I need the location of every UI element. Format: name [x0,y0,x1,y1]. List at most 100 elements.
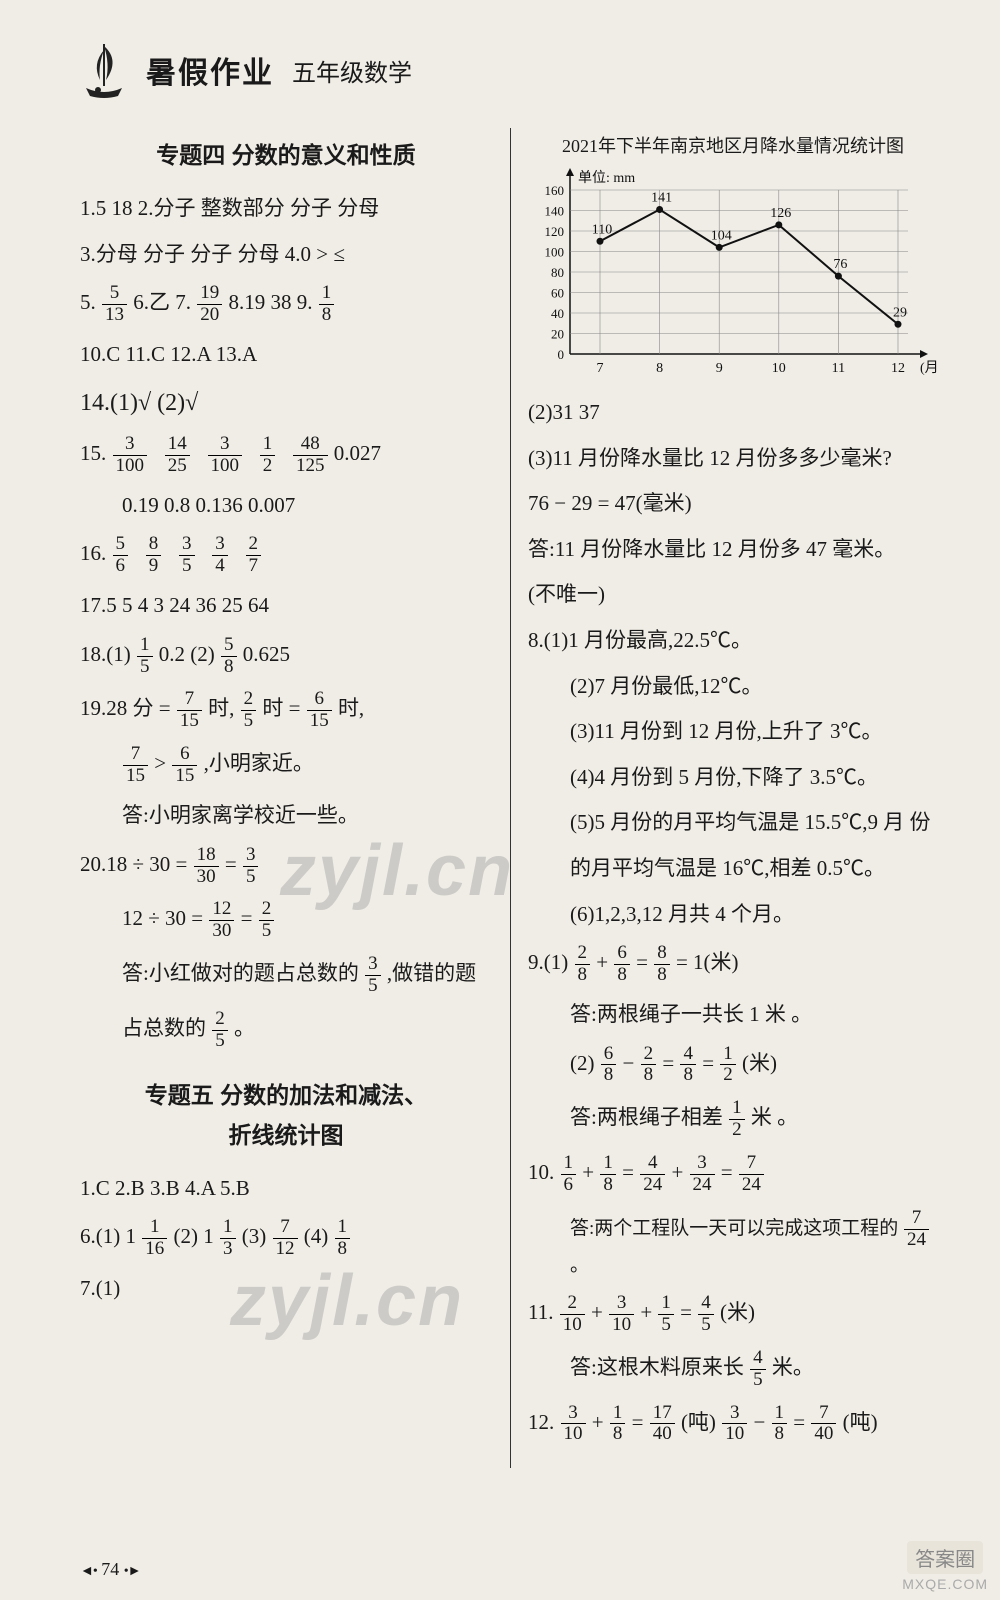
t: ,做错的题 [387,961,476,985]
t: + [592,1410,609,1434]
t: = [622,1160,639,1184]
frac: 724 [904,1208,929,1251]
frac: 210 [560,1293,585,1336]
frac: 18 [772,1403,788,1446]
r-q10: 10. 16 + 18 = 424 + 324 = 724 [528,1153,940,1196]
t: 11. [528,1300,553,1324]
s4-line18: 18.(1) 15 0.2 (2) 58 0.625 [80,635,492,678]
page-header: 暑假作业 五年级数学 [80,40,940,100]
r-l3b: 76 − 29 = 47(毫米) [528,487,940,521]
left-column: 专题四 分数的意义和性质 1.5 18 2.分子 整数部分 分子 分母 3.分母… [80,128,510,1508]
t: 0.027 [334,441,381,465]
frac: 13 [220,1217,236,1260]
t: 0.625 [243,642,290,666]
frac: 715 [177,689,202,732]
t: 10. [528,1160,554,1184]
t: + [640,1300,657,1324]
frac: 740 [811,1403,836,1446]
s4-line20ans2: 占总数的 25 。 [80,1009,492,1052]
t: 15. [80,441,106,465]
s4-line20b: 12 ÷ 30 = 1230 = 25 [80,899,492,942]
frac: 18 [600,1153,616,1196]
chart-title: 2021年下半年南京地区月降水量情况统计图 [528,132,938,158]
svg-text:40: 40 [551,306,564,321]
t: + [671,1160,688,1184]
r-l8c: (3)11 月份到 12 月份,上升了 3℃。 [528,715,940,749]
frac: 324 [690,1153,715,1196]
frac: 712 [273,1217,298,1260]
t: 12 ÷ 30 = [122,907,208,931]
frac: 12 [260,434,276,477]
frac: 68 [601,1044,617,1087]
svg-text:60: 60 [551,286,564,301]
svg-text:8: 8 [656,361,663,376]
svg-text:11: 11 [832,361,845,376]
frac: 28 [641,1044,657,1087]
badge-url: MXQE.COM [902,1576,988,1592]
frac: 35 [365,954,381,997]
section4-title: 专题四 分数的意义和性质 [80,136,492,170]
frac: 88 [654,943,670,986]
frac: 35 [179,534,195,577]
frac: 1230 [209,899,234,942]
frac: 724 [739,1153,764,1196]
t: = [225,852,242,876]
t: (3) [242,1225,267,1249]
frac: 48125 [293,434,328,477]
frac: 18 [319,283,335,326]
title-sub: 五年级数学 [292,53,412,88]
frac: 35 [243,845,259,888]
s4-line10: 10.C 11.C 12.A 13.A [80,338,492,372]
svg-text:104: 104 [711,228,732,243]
r-q9-2: (2) 68 − 28 = 48 = 12 (米) [528,1044,940,1087]
svg-text:110: 110 [592,222,612,237]
r-q9-1: 9.(1) 28 + 68 = 88 = 1(米) [528,943,940,986]
t: 16. [80,542,106,566]
t: = [632,1410,649,1434]
r-q12: 12. 310 + 18 = 1740 (吨) 310 − 18 = 740 (… [528,1403,940,1446]
page-number-value: 74 [101,1559,119,1579]
t: (吨) [843,1410,878,1434]
t: 时, [208,697,234,721]
svg-text:76: 76 [833,257,847,272]
t: (米) [742,1051,777,1075]
frac: 12 [729,1098,745,1141]
t: = [680,1300,697,1324]
r-l3d: (不唯一) [528,578,940,612]
r-q11-ans: 答:这根木料原来长 45 米。 [528,1348,940,1391]
t: 9.(1) [528,950,568,974]
t: + [591,1300,608,1324]
svg-text:100: 100 [545,245,565,260]
deco-icon: ◄• [80,1564,97,1579]
r-l8f: 的月平均气温是 16℃,相差 0.5℃。 [528,852,940,886]
page: 暑假作业 五年级数学 专题四 分数的意义和性质 1.5 18 2.分子 整数部分… [0,0,1000,1600]
t: 答:小红做对的题占总数的 [122,961,359,985]
title-main: 暑假作业 [146,48,274,92]
t: 5. [80,290,96,314]
svg-text:9: 9 [716,361,723,376]
t: 时, [338,697,364,721]
t: (2) 1 [174,1225,214,1249]
t: 时 = [262,697,305,721]
frac: 56 [113,534,129,577]
frac: 513 [102,283,127,326]
s4-line3: 3.分母 分子 分子 分母 4.0 > ≤ [80,238,492,272]
t: (2) [570,1051,595,1075]
r-l8e: (5)5 月份的月平均气温是 15.5℃,9 月 份 [528,806,940,840]
frac: 3100 [208,434,243,477]
frac: 34 [212,534,228,577]
t: ,小明家近。 [204,751,314,775]
svg-text:160: 160 [545,183,565,198]
r-l3c: 答:11 月份降水量比 12 月份多 47 毫米。 [528,533,940,567]
svg-text:0: 0 [558,347,565,362]
page-number: ◄• 74 •► [80,1559,141,1580]
t: 14.(1)√ (2)√ [80,390,198,416]
s4-line20: 20.18 ÷ 30 = 1830 = 35 [80,845,492,888]
t: = [662,1051,679,1075]
frac: 89 [146,534,162,577]
t: 。 [234,1016,255,1040]
t: 占总数的 [122,1016,206,1040]
t: = 1(米) [676,950,739,974]
svg-text:(月): (月) [920,360,938,376]
t: 答:两根绳子相差 [570,1105,723,1129]
